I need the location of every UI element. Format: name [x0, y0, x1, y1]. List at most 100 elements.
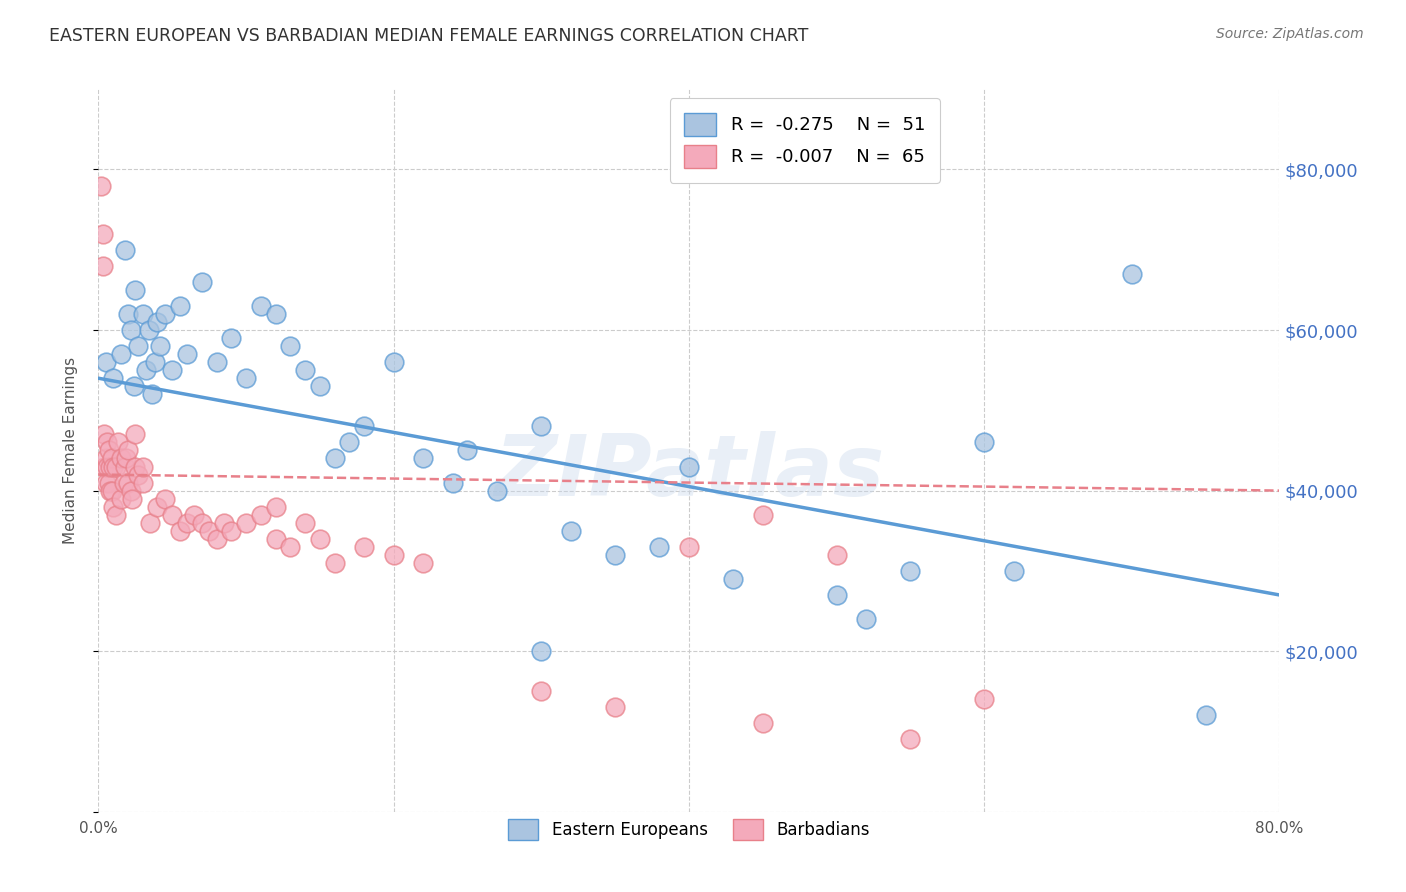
Point — [191, 275, 214, 289]
Point — [280, 339, 302, 353]
Point — [412, 451, 434, 466]
Text: EASTERN EUROPEAN VS BARBADIAN MEDIAN FEMALE EARNINGS CORRELATION CHART: EASTERN EUROPEAN VS BARBADIAN MEDIAN FEM… — [49, 27, 808, 45]
Point — [105, 508, 128, 522]
Point — [973, 692, 995, 706]
Point — [94, 475, 117, 490]
Point — [93, 427, 115, 442]
Point — [176, 516, 198, 530]
Point — [900, 564, 922, 578]
Point — [100, 483, 122, 498]
Point — [146, 500, 169, 514]
Point — [309, 379, 332, 393]
Point — [97, 475, 120, 490]
Point — [250, 299, 273, 313]
Point — [132, 475, 155, 490]
Point — [120, 323, 142, 337]
Point — [114, 459, 136, 474]
Point — [124, 283, 146, 297]
Point — [678, 459, 700, 474]
Point — [98, 483, 121, 498]
Point — [235, 516, 257, 530]
Point — [110, 451, 132, 466]
Point — [323, 556, 346, 570]
Point — [98, 459, 121, 474]
Point — [146, 315, 169, 329]
Point — [97, 443, 120, 458]
Point — [91, 259, 114, 273]
Point — [114, 243, 136, 257]
Point — [100, 451, 122, 466]
Point — [353, 540, 375, 554]
Legend: Eastern Europeans, Barbadians: Eastern Europeans, Barbadians — [502, 812, 876, 847]
Point — [678, 540, 700, 554]
Point — [93, 459, 115, 474]
Point — [530, 644, 553, 658]
Point — [353, 419, 375, 434]
Point — [198, 524, 221, 538]
Point — [94, 451, 117, 466]
Point — [264, 307, 287, 321]
Point — [752, 716, 775, 731]
Point — [138, 323, 160, 337]
Point — [121, 491, 143, 506]
Point — [103, 500, 125, 514]
Point — [103, 459, 125, 474]
Point — [90, 178, 112, 193]
Point — [648, 540, 671, 554]
Point — [294, 516, 316, 530]
Point — [294, 363, 316, 377]
Point — [441, 475, 464, 490]
Point — [94, 355, 117, 369]
Point — [120, 483, 142, 498]
Point — [183, 508, 205, 522]
Point — [122, 379, 145, 393]
Point — [1195, 708, 1218, 723]
Point — [132, 459, 155, 474]
Point — [486, 483, 509, 498]
Point — [1002, 564, 1025, 578]
Point — [96, 459, 118, 474]
Point — [855, 612, 877, 626]
Point — [169, 524, 191, 538]
Point — [153, 307, 176, 321]
Point — [124, 427, 146, 442]
Point — [191, 516, 214, 530]
Point — [264, 500, 287, 514]
Point — [124, 459, 146, 474]
Point — [323, 451, 346, 466]
Point — [752, 508, 775, 522]
Point — [280, 540, 302, 554]
Text: ZIPatlas: ZIPatlas — [494, 431, 884, 514]
Point — [605, 700, 627, 714]
Point — [264, 532, 287, 546]
Point — [1121, 267, 1143, 281]
Point — [127, 339, 149, 353]
Point — [412, 556, 434, 570]
Point — [107, 435, 129, 450]
Point — [132, 307, 155, 321]
Point — [169, 299, 191, 313]
Point — [250, 508, 273, 522]
Point — [127, 467, 149, 482]
Point — [96, 435, 118, 450]
Point — [205, 355, 228, 369]
Point — [110, 347, 132, 361]
Point — [382, 355, 405, 369]
Point — [723, 572, 745, 586]
Point — [91, 227, 114, 241]
Point — [825, 588, 848, 602]
Point — [825, 548, 848, 562]
Point — [103, 371, 125, 385]
Point — [973, 435, 995, 450]
Point — [560, 524, 582, 538]
Point — [117, 307, 139, 321]
Y-axis label: Median Female Earnings: Median Female Earnings — [63, 357, 77, 544]
Point — [382, 548, 405, 562]
Point — [162, 508, 183, 522]
Point — [153, 491, 176, 506]
Point — [162, 363, 183, 377]
Point — [530, 684, 553, 698]
Point — [143, 355, 166, 369]
Point — [212, 516, 235, 530]
Point — [149, 339, 172, 353]
